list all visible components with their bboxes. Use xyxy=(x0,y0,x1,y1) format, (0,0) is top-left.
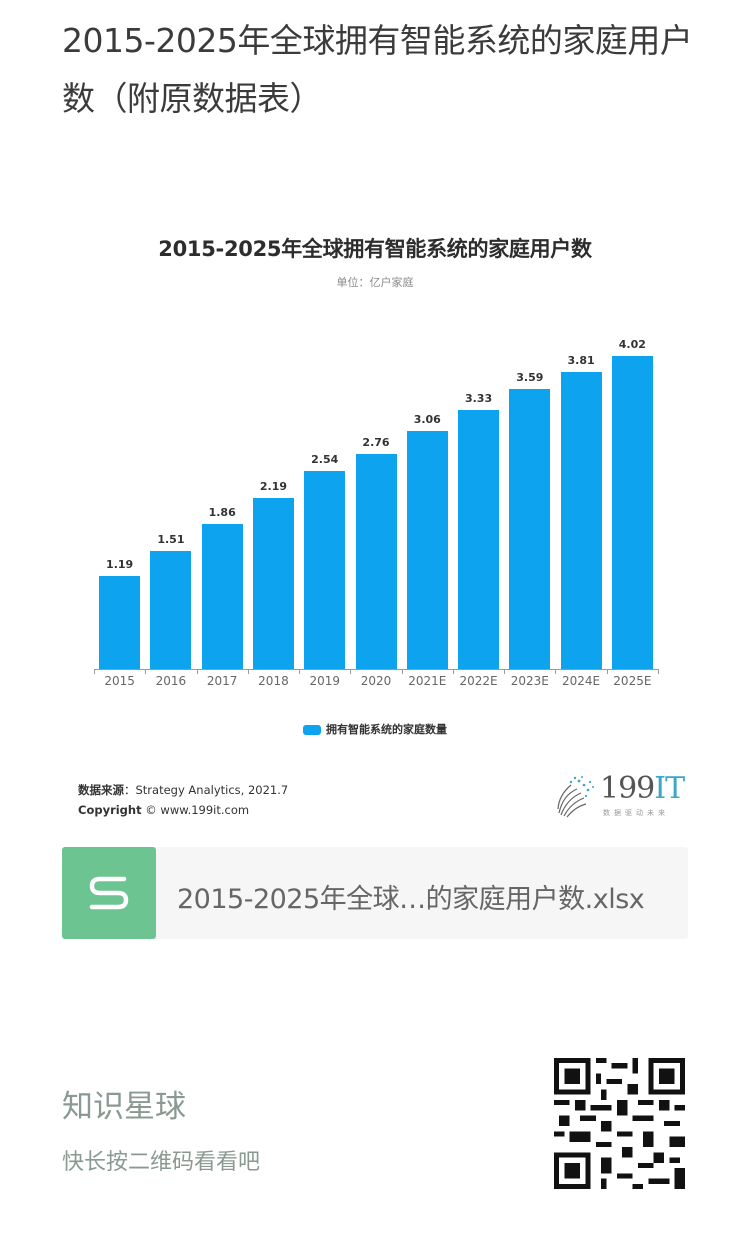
bar-2023E xyxy=(509,389,551,669)
x-axis-tick xyxy=(247,669,249,674)
bar-value-label: 1.51 xyxy=(157,533,185,547)
x-axis-tick xyxy=(555,669,557,674)
qr-code-icon[interactable] xyxy=(554,1058,685,1189)
bar-2024E xyxy=(560,372,602,669)
199it-logo: 199IT 数据驱动未来 xyxy=(553,771,685,819)
x-axis-tick xyxy=(94,669,95,674)
bar-2015 xyxy=(99,576,141,669)
bar-2018 xyxy=(252,498,294,669)
copyright-label: Copyright xyxy=(78,803,142,817)
bar-2022E xyxy=(458,409,500,669)
copyright-text: © www.199it.com xyxy=(141,803,250,817)
bar-value-label: 1.86 xyxy=(208,506,236,520)
bar-2025E xyxy=(611,355,653,669)
x-axis-tick xyxy=(145,669,147,674)
legend-swatch xyxy=(303,725,321,735)
chart-legend: 拥有智能系统的家庭数量 xyxy=(0,721,750,737)
attachment-file-card[interactable]: 2015-2025年全球…的家庭用户数.xlsx xyxy=(62,847,688,939)
x-axis-tick xyxy=(299,669,301,674)
bar-2021E xyxy=(406,430,448,669)
bar-value-label: 3.06 xyxy=(413,412,441,426)
logo-tagline: 数据驱动未来 xyxy=(603,809,669,817)
bar-2020 xyxy=(355,454,397,669)
bar-value-label: 2.54 xyxy=(311,453,339,467)
x-axis-tick xyxy=(452,669,454,674)
x-axis-label: 2016 xyxy=(155,674,187,688)
footer-title: 知识星球 xyxy=(62,1089,186,1125)
article-title: 2015-2025年全球拥有智能系统的家庭用户数（附原数据表） xyxy=(62,21,693,118)
bar-value-label: 3.33 xyxy=(464,391,493,405)
bar-2016 xyxy=(150,551,192,669)
bar-2019 xyxy=(304,471,346,669)
chart-unit: 单位：亿户家庭 xyxy=(336,276,414,289)
bar-value-label: 1.19 xyxy=(106,558,134,572)
x-axis-label: 2020 xyxy=(360,674,392,688)
bar-value-label: 3.59 xyxy=(516,371,544,385)
logo-wordmark: 199IT xyxy=(600,771,685,806)
x-axis-label: 2025E xyxy=(613,674,652,688)
chart-title: 2015-2025年全球拥有智能系统的家庭用户数 xyxy=(158,237,592,261)
x-axis-label: 2024E xyxy=(562,674,601,688)
x-axis-tick xyxy=(196,669,198,674)
source-block: 数据来源：Strategy Analytics, 2021.7 Copyrigh… xyxy=(78,780,288,820)
bar-2017 xyxy=(201,524,243,669)
attachment-file-name[interactable]: 2015-2025年全球…的家庭用户数.xlsx xyxy=(177,884,645,915)
x-axis-tick xyxy=(658,669,659,674)
bar-value-label: 4.02 xyxy=(618,337,646,351)
bar-value-label: 2.76 xyxy=(362,435,390,449)
footer-subtitle: 快长按二维码看看吧 xyxy=(62,1150,261,1175)
dandelion-logo-icon xyxy=(557,776,594,818)
x-axis-label: 2019 xyxy=(309,674,340,688)
x-axis-label: 2018 xyxy=(258,674,289,688)
x-axis-tick xyxy=(350,669,352,674)
x-axis-label: 2022E xyxy=(459,674,498,688)
x-axis-tick xyxy=(504,669,506,674)
x-axis-tick xyxy=(401,669,403,674)
x-axis-label: 2015 xyxy=(104,674,135,688)
x-axis xyxy=(94,669,658,670)
bar-value-label: 2.19 xyxy=(259,480,288,494)
x-axis-tick xyxy=(606,669,608,674)
spreadsheet-s-icon xyxy=(62,847,156,939)
x-axis-label: 2023E xyxy=(510,674,549,688)
x-axis-label: 2017 xyxy=(206,674,238,688)
x-axis-label: 2021E xyxy=(408,674,447,688)
bar-chart-plot xyxy=(94,330,658,669)
source-label: 数据来源 xyxy=(78,783,124,797)
bar-value-label: 3.81 xyxy=(567,354,595,368)
source-text: ：Strategy Analytics, 2021.7 xyxy=(124,783,289,797)
legend-label: 拥有智能系统的家庭数量 xyxy=(326,723,447,736)
